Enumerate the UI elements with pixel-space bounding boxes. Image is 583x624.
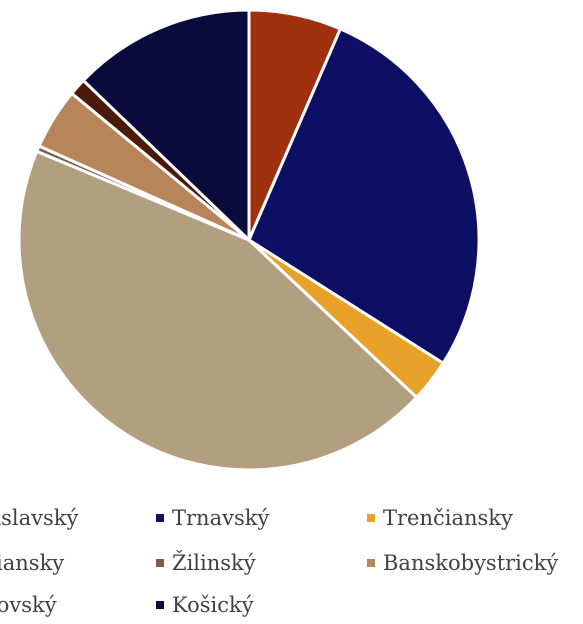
legend-swatch-zilinsky <box>156 559 164 567</box>
legend-swatch-kosicky <box>156 601 164 609</box>
legend-label-banskobystricky: Banskobystrický <box>383 551 558 575</box>
pie-slice-kosicky <box>81 8 251 242</box>
legend: tislavský Trnavský Trenčiansky riansky Žilin… <box>0 506 558 617</box>
legend-swatch-trnavsky <box>156 514 164 522</box>
legend-label-nitriansky: riansky <box>0 551 64 575</box>
legend-label-bratislavsky: tislavský <box>0 506 79 530</box>
legend-label-presovsky: šovský <box>0 593 57 617</box>
legend-label-kosicky: Košický <box>172 593 254 617</box>
legend-label-trenciansky: Trenčiansky <box>383 506 513 530</box>
legend-swatch-trenciansky <box>367 514 375 522</box>
legend-swatch-banskobystricky <box>367 559 375 567</box>
legend-label-trnavsky: Trnavský <box>172 506 269 530</box>
legend-label-zilinsky: Žilinský <box>172 551 256 575</box>
pie-slices <box>17 8 481 472</box>
pie-slice-nitriansky <box>17 149 419 472</box>
pie-slice-trnavsky <box>247 27 481 365</box>
